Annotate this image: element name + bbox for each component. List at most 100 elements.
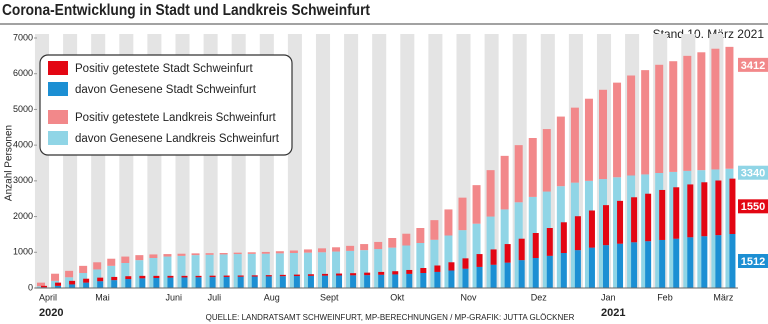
bar-segment <box>402 245 411 288</box>
bar-segment <box>237 276 244 288</box>
bar-segment <box>251 276 258 288</box>
bar-segment <box>275 253 284 288</box>
bar-segment <box>631 242 638 288</box>
bar-segment <box>322 275 328 288</box>
bar-segment <box>205 254 214 288</box>
x-tick-label: Feb <box>657 292 673 302</box>
bar-segment <box>275 251 284 254</box>
value-label-box <box>738 165 768 180</box>
bar-segment <box>125 279 132 288</box>
bar-segment <box>336 275 343 288</box>
bar-segment <box>167 277 174 288</box>
legend-swatch <box>48 82 68 96</box>
bar-segment <box>729 178 736 234</box>
chart-title: Corona-Entwicklung in Stadt und Landkrei… <box>2 2 371 19</box>
bar-segment <box>444 235 453 288</box>
bar-segment <box>139 278 146 288</box>
bar-segment <box>303 249 312 253</box>
bar-segment <box>574 216 581 251</box>
bar-segment <box>135 255 144 261</box>
bar-segment <box>265 275 272 277</box>
bar-segment <box>420 273 427 288</box>
bar-segment <box>406 269 413 274</box>
bar-segment <box>560 222 567 253</box>
bar-segment <box>599 89 607 180</box>
bar-segment <box>55 282 62 286</box>
bar-segment <box>177 255 186 288</box>
legend-label: davon Genesene Stadt Schweinfurt <box>75 84 257 96</box>
bar-segment <box>434 265 441 272</box>
y-tick-label: 2000 <box>13 211 33 221</box>
bar-segment <box>613 82 622 178</box>
bar-segment <box>476 266 483 288</box>
bar-segment <box>181 275 188 278</box>
bar-segment <box>79 265 88 273</box>
bar-segment <box>364 272 371 276</box>
bar-segment <box>153 275 160 278</box>
bar-segment <box>500 155 509 210</box>
bar-segment <box>504 244 511 263</box>
bar-segment <box>687 184 694 238</box>
y-tick-label: 4000 <box>13 140 33 150</box>
bar-segment <box>420 268 427 273</box>
bar-segment <box>364 275 371 288</box>
bar-segment <box>223 275 230 277</box>
bar-segment <box>83 282 90 288</box>
bar-segment <box>261 251 270 254</box>
bar-segment <box>191 253 200 256</box>
bar-segment <box>683 55 692 171</box>
bar-segment <box>528 138 537 197</box>
bar-segment <box>697 52 706 171</box>
week-stripe <box>315 34 331 288</box>
legend-label: davon Genesene Landkreis Schweinfurt <box>75 133 280 145</box>
bar-segment <box>265 276 272 288</box>
bar-segment <box>279 274 286 277</box>
week-stripe <box>372 34 387 288</box>
bar-segment <box>93 262 102 270</box>
bar-segment <box>374 241 383 250</box>
bar-segment <box>121 256 130 263</box>
bar-segment <box>41 285 47 288</box>
bar-segment <box>462 268 469 288</box>
bar-segment <box>350 275 357 288</box>
bar-segment <box>725 46 734 169</box>
x-tick-label: April <box>39 292 57 302</box>
x-tick-label: Dez <box>531 292 548 302</box>
bar-segment <box>476 254 483 267</box>
bar-segment <box>37 282 45 287</box>
bar-segment <box>374 249 383 288</box>
value-label: 1550 <box>741 201 765 213</box>
y-tick-label: 6000 <box>13 68 33 78</box>
bar-segment <box>673 238 680 288</box>
bar-segment <box>107 258 116 266</box>
bar-segment <box>518 238 525 261</box>
bar-segment <box>135 260 144 288</box>
bar-segment <box>448 270 455 288</box>
value-label: 3412 <box>741 60 765 72</box>
bar-segment <box>560 253 567 288</box>
bar-segment <box>233 254 242 288</box>
bar-segment <box>111 280 118 288</box>
bar-segment <box>388 238 397 248</box>
bar-segment <box>659 239 666 288</box>
bar-segment <box>209 277 216 288</box>
week-stripe <box>344 34 359 288</box>
bar-segment <box>388 247 397 288</box>
bar-segment <box>659 189 666 240</box>
y-tick-label: 7000 <box>13 32 33 42</box>
bar-segment <box>163 254 172 257</box>
bar-segment <box>191 255 200 288</box>
bar-segment <box>332 247 341 252</box>
bar-segment <box>588 210 595 248</box>
bar-segment <box>83 278 90 283</box>
bar-segment <box>205 253 214 255</box>
bar-segment <box>163 256 172 288</box>
bar-segment <box>645 241 652 288</box>
bar-segment <box>307 275 314 288</box>
bar-segment <box>546 255 553 288</box>
bar-segment <box>430 239 439 288</box>
year-label: 2020 <box>39 307 63 319</box>
bar-segment <box>350 273 357 276</box>
bar-segment <box>430 220 439 240</box>
subtitle: Stand 10. März 2021 <box>653 27 765 41</box>
